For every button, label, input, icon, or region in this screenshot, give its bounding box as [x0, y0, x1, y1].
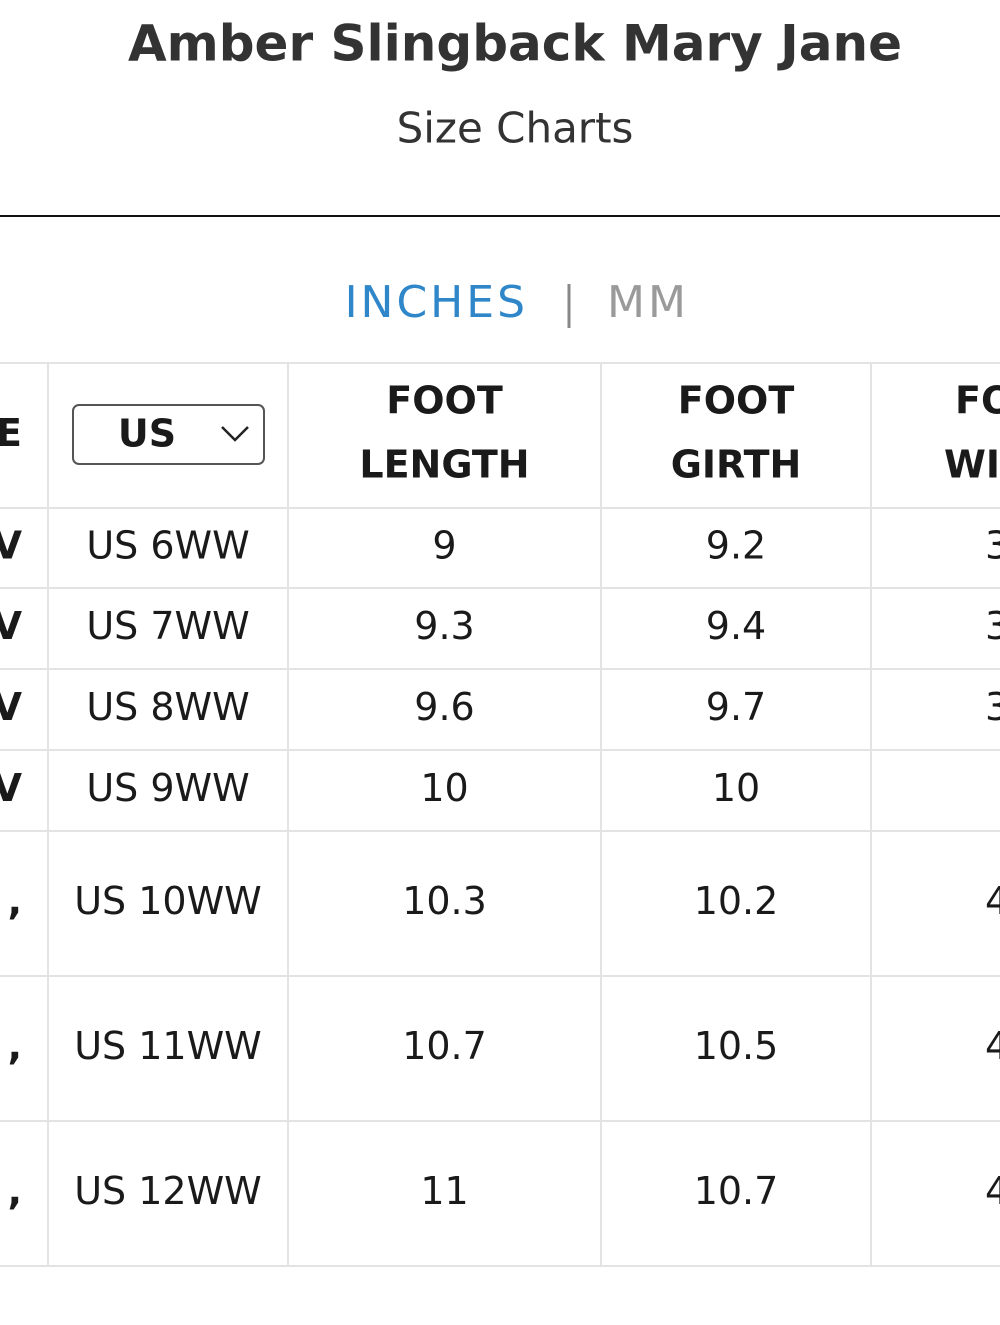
- column-header: E: [0, 411, 22, 455]
- subtitle: Size Charts: [397, 104, 634, 153]
- table-cell: ,: [8, 1169, 22, 1213]
- table-cell: 10.7: [694, 1169, 779, 1213]
- selector-value: US: [118, 412, 176, 456]
- unit-option[interactable]: MM: [607, 277, 689, 328]
- table-cell: US 6WW: [86, 524, 249, 568]
- product-title: Amber Slingback Mary Jane: [128, 15, 902, 73]
- table-cell: ,: [8, 879, 22, 923]
- column-header: FOOT: [678, 379, 795, 423]
- table-cell: 10.3: [402, 879, 487, 923]
- table-cell: US 8WW: [86, 685, 249, 729]
- table-cell: 4: [985, 1169, 1000, 1213]
- column-header: LENGTH: [359, 443, 529, 487]
- table-cell: 4: [985, 879, 1000, 923]
- table-cell: 9.2: [706, 524, 766, 568]
- column-header: WI: [944, 443, 1000, 487]
- table-cell: US 7WW: [86, 604, 249, 648]
- table-cell: V: [0, 766, 23, 810]
- table-cell: US 10WW: [74, 879, 262, 923]
- table-cell: 10.7: [402, 1024, 487, 1068]
- table-cell: V: [0, 604, 23, 648]
- table-cell: 9: [432, 524, 456, 568]
- table-cell: 9.4: [706, 604, 766, 648]
- column-header: GIRTH: [671, 443, 802, 487]
- chevron: [221, 426, 249, 442]
- table-cell: US 11WW: [74, 1024, 262, 1068]
- column-header: FOOT: [386, 379, 503, 423]
- unit-selector[interactable]: US: [72, 404, 265, 465]
- table-cell: 10: [712, 766, 760, 810]
- table-cell: 10.2: [694, 879, 779, 923]
- selector-box: [72, 404, 265, 465]
- table-cell: US 9WW: [86, 766, 249, 810]
- column-header: FO: [955, 379, 1000, 423]
- table-cell: 9.7: [706, 685, 766, 729]
- table-cell: 9.3: [414, 604, 474, 648]
- table-cell: 10: [420, 766, 468, 810]
- table-cell: ,: [8, 1024, 22, 1068]
- table-cell: 3: [985, 524, 1000, 568]
- table-cell: US 12WW: [74, 1169, 262, 1213]
- table-cell: 3: [985, 685, 1000, 729]
- unit-option[interactable]: INCHES: [345, 277, 528, 328]
- table-cell: 10.5: [694, 1024, 779, 1068]
- size-table: E FOOT LENGTH FOOT GIRTH FO WI US V US 6WW 9 9.2 3 V U…: [0, 362, 1000, 1267]
- table-cell: 3: [985, 604, 1000, 648]
- table-cell: V: [0, 524, 23, 568]
- table-cell: 9.6: [414, 685, 474, 729]
- table-cell: 4: [985, 1024, 1000, 1068]
- table-cell: 11: [420, 1169, 468, 1213]
- table-cell: V: [0, 685, 23, 729]
